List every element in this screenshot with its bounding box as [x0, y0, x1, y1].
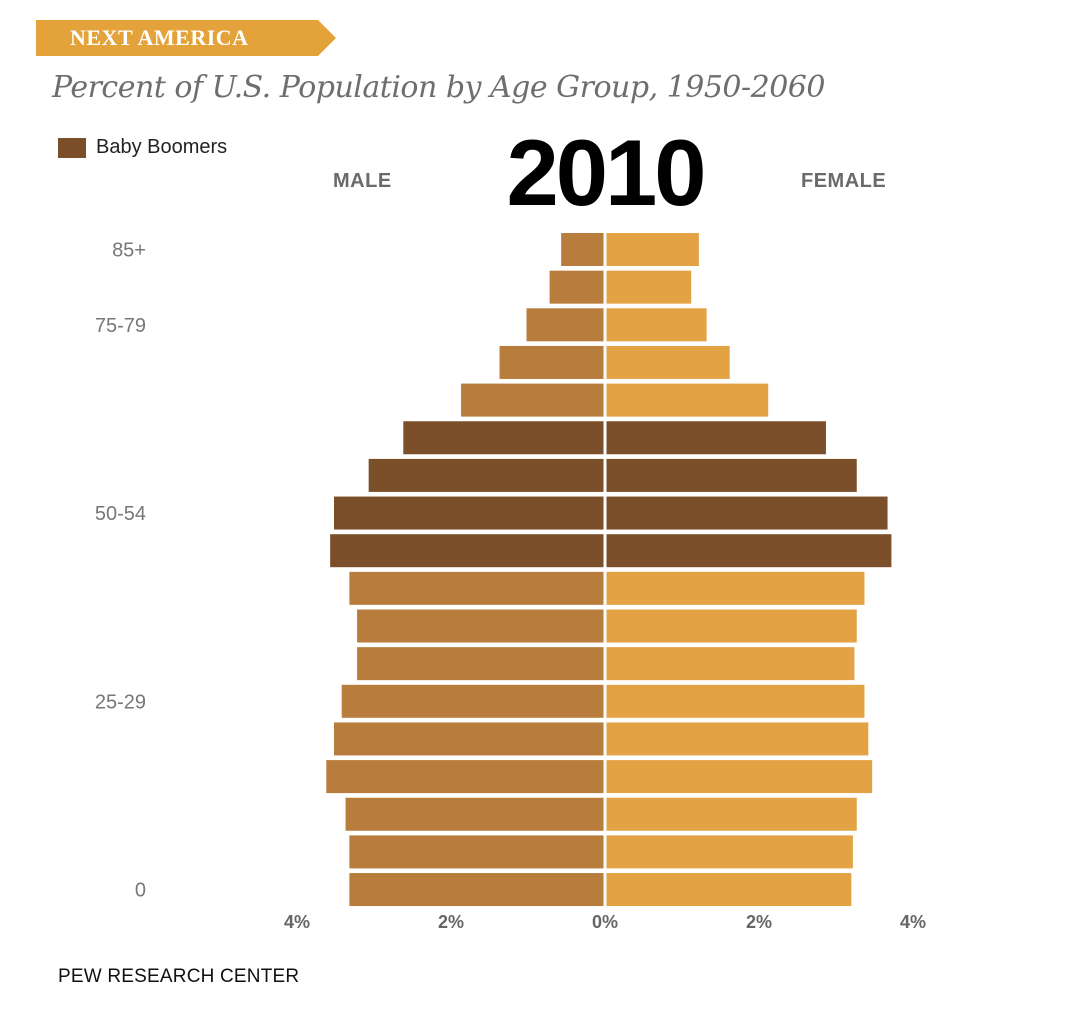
age-tick-label: 85+: [112, 240, 146, 262]
male-bar: [461, 383, 604, 417]
female-bar: [606, 722, 869, 756]
population-pyramid-chart: 85+ 75-79 50-54 25-29 0 4% 2% 0% 2% 4%: [95, 233, 926, 932]
male-bar: [334, 722, 604, 756]
male-bar: [349, 571, 604, 605]
male-bar: [403, 421, 604, 455]
chart-title: Percent of U.S. Population by Age Group,…: [52, 70, 825, 105]
male-bar: [341, 684, 604, 718]
male-bar: [499, 345, 604, 379]
x-tick-label: 0%: [592, 912, 618, 932]
male-bar: [526, 308, 604, 342]
female-bar: [606, 571, 865, 605]
female-bar: [606, 534, 892, 568]
age-tick-label: 75-79: [95, 315, 146, 337]
male-bar: [561, 233, 604, 266]
section-banner: NEXT AMERICA: [36, 20, 336, 56]
male-bar: [330, 534, 604, 568]
legend-swatch: [58, 137, 86, 158]
female-bar: [606, 308, 707, 342]
female-label: FEMALE: [801, 170, 887, 192]
legend: Baby Boomers: [58, 136, 227, 159]
male-bar: [357, 647, 604, 681]
female-bar: [606, 647, 855, 681]
female-bar: [606, 458, 857, 492]
age-tick-label: 50-54: [95, 503, 146, 525]
x-tick-label: 4%: [284, 912, 310, 932]
female-bar: [606, 873, 852, 907]
female-bar: [606, 684, 865, 718]
male-bar: [326, 760, 604, 794]
banner-shape: [36, 20, 336, 56]
male-bar: [345, 797, 604, 831]
male-label: MALE: [333, 170, 392, 192]
male-bar: [349, 873, 604, 907]
male-bar: [549, 270, 604, 304]
x-tick-label: 4%: [900, 912, 926, 932]
x-tick-label: 2%: [438, 912, 464, 932]
male-bar: [349, 835, 604, 869]
source-credit: PEW RESEARCH CENTER: [58, 966, 300, 987]
female-bar: [606, 345, 730, 379]
female-bar: [606, 797, 857, 831]
year-label: 2010: [506, 120, 706, 225]
male-bar: [368, 458, 604, 492]
male-bar: [357, 609, 604, 643]
age-tick-label: 0: [135, 880, 146, 902]
female-bar: [606, 233, 699, 266]
female-bar: [606, 609, 857, 643]
x-tick-label: 2%: [746, 912, 772, 932]
female-bar: [606, 835, 853, 869]
banner-label: NEXT AMERICA: [70, 25, 249, 50]
legend-label: Baby Boomers: [96, 136, 228, 158]
female-bar: [606, 383, 769, 417]
female-bar: [606, 270, 692, 304]
female-bar: [606, 496, 888, 530]
age-tick-label: 25-29: [95, 691, 146, 713]
female-bar: [606, 760, 873, 794]
male-bar: [334, 496, 604, 530]
female-bar: [606, 421, 826, 455]
